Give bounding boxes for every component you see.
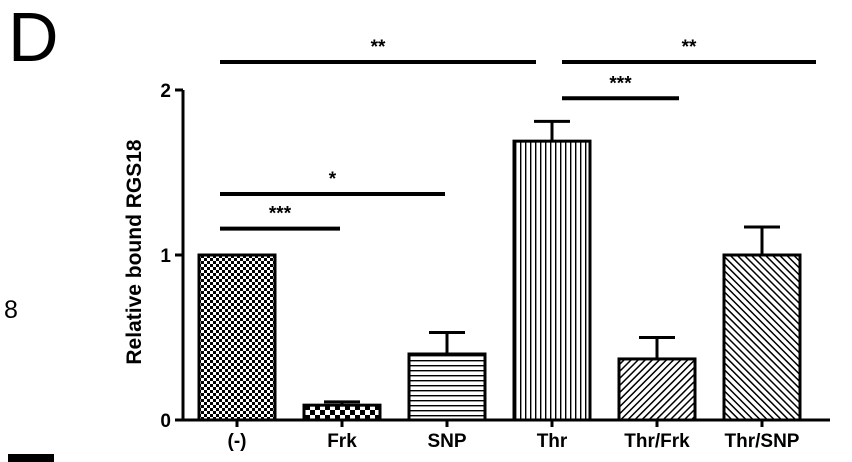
y-tick-label: 2 <box>160 81 171 102</box>
x-tick-label: (-) <box>228 431 247 452</box>
x-tick-label: Thr/Frk <box>624 431 690 452</box>
y-axis-label: Relative bound RGS18 <box>123 139 146 365</box>
y-ticks: 0 1 2 <box>160 81 183 432</box>
significance-label: *** <box>269 204 292 225</box>
y-tick-label: 1 <box>160 246 171 267</box>
bar <box>722 253 802 422</box>
bar <box>407 352 487 422</box>
bar <box>197 253 277 422</box>
y-tick-label: 0 <box>160 411 171 432</box>
bar <box>302 403 382 422</box>
x-tick-label: Thr <box>537 431 568 452</box>
side-number: 8 <box>4 296 18 324</box>
significance-label: ** <box>682 37 697 58</box>
bar <box>617 357 697 422</box>
significance-label: *** <box>609 73 632 94</box>
significance-label: * <box>329 169 337 190</box>
side-dash <box>8 454 54 462</box>
x-tick-label: SNP <box>427 431 466 452</box>
panel-letter: D <box>8 0 59 76</box>
bar <box>512 139 592 422</box>
x-tick-label: Thr/SNP <box>725 431 800 452</box>
x-tick-labels: (-) Frk SNP Thr Thr/Frk Thr/SNP <box>228 420 800 452</box>
significance-label: ** <box>371 37 386 58</box>
x-tick-label: Frk <box>327 431 357 452</box>
bars <box>197 139 802 422</box>
significance-brackets: *********** <box>220 37 816 231</box>
error-bars <box>324 119 780 406</box>
